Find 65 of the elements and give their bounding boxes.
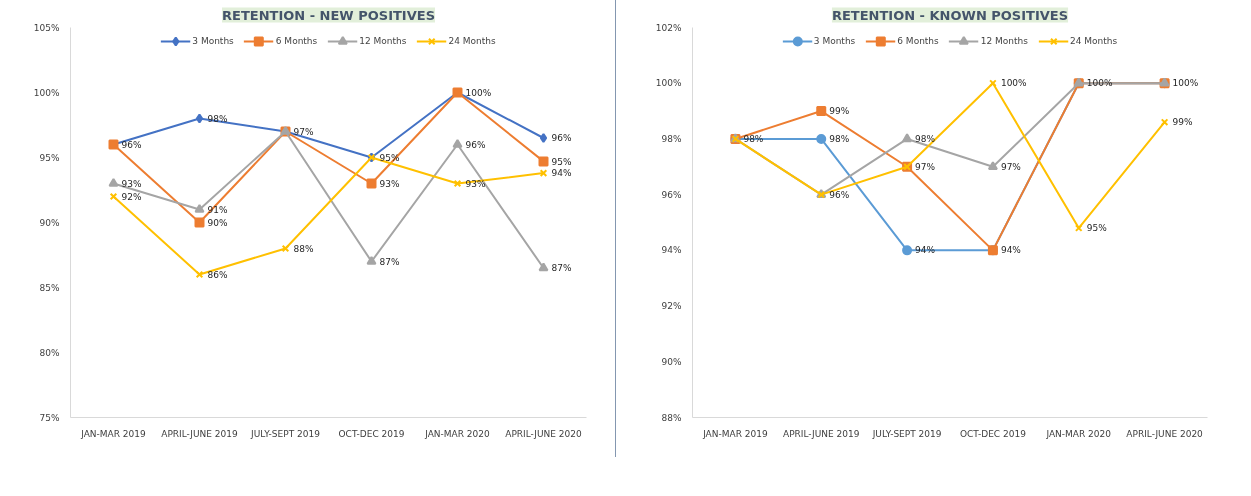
y-tick-label: 90% [661, 356, 682, 367]
data-label: 87% [551, 263, 572, 273]
y-tick-label: 92% [661, 301, 682, 312]
data-label: 86% [207, 269, 228, 280]
y-tick-label: 88% [661, 412, 682, 423]
data-label: 92% [121, 191, 142, 202]
data-label: 98% [829, 133, 850, 144]
data-label: 93% [379, 178, 400, 189]
chart-title: RETENTION - NEW POSITIVES [221, 7, 436, 23]
x-tick-label: JAN-MAR 2020 [424, 428, 491, 439]
y-tick-label: 95% [39, 152, 60, 163]
data-label: 97% [915, 161, 936, 172]
data-label: 90% [207, 217, 228, 228]
legend-label: 6 Months [275, 36, 318, 46]
y-tick-label: 96% [661, 189, 682, 200]
x-tick-label: APRIL-JUNE 2019 [782, 428, 860, 439]
data-label: 100% [465, 87, 492, 98]
x-tick-label: OCT-DEC 2019 [338, 428, 405, 439]
data-label: 95% [551, 156, 572, 167]
data-label: 100% [1000, 78, 1028, 89]
legend-label: 6 Months [897, 36, 939, 46]
y-tick-label: 90% [39, 217, 60, 228]
data-label: 96% [829, 189, 850, 200]
chart-title: RETENTION - KNOWN POSITIVES [831, 7, 1069, 23]
data-label: 99% [1172, 117, 1194, 128]
legend-label: 24 Months [1069, 36, 1118, 46]
x-tick-label: JULY-SEPT 2019 [250, 428, 321, 439]
data-label: 93% [121, 178, 142, 189]
y-tick-label: 85% [39, 282, 60, 293]
x-tick-label: JAN-MAR 2019 [80, 428, 147, 439]
legend-label: 3 Months [813, 36, 856, 46]
y-tick-label: 100% [655, 78, 682, 89]
x-tick-label: APRIL-JUNE 2020 [505, 428, 583, 439]
data-label: 87% [379, 256, 400, 267]
data-label: 98% [915, 133, 936, 144]
data-label: 96% [465, 139, 486, 150]
y-tick-label: 102% [655, 22, 682, 33]
x-tick-label: JULY-SEPT 2019 [871, 428, 942, 439]
x-tick-label: APRIL-JUNE 2020 [1126, 428, 1204, 439]
data-label: 96% [551, 133, 572, 143]
data-label: 94% [1000, 245, 1022, 256]
x-tick-label: JAN-MAR 2019 [702, 428, 768, 439]
data-label: 99% [829, 106, 850, 117]
data-label: 88% [293, 243, 314, 254]
x-tick-label: JAN-MAR 2020 [1045, 428, 1112, 439]
legend-label: 12 Months [359, 36, 407, 46]
x-tick-label: OCT-DEC 2019 [959, 428, 1027, 439]
data-label: 100% [1086, 78, 1113, 89]
y-tick-label: 98% [661, 133, 682, 144]
data-label: 97% [293, 126, 314, 137]
data-label: 95% [1086, 223, 1108, 234]
y-tick-label: 80% [39, 347, 60, 358]
data-label: 96% [121, 139, 142, 150]
y-tick-label: 94% [661, 245, 682, 256]
data-label: 97% [1000, 161, 1022, 172]
legend-label: 12 Months [980, 36, 1028, 46]
data-label: 94% [551, 168, 572, 179]
y-tick-label: 100% [33, 87, 60, 98]
y-tick-label: 105% [33, 22, 60, 33]
legend-label: 3 Months [192, 36, 234, 46]
data-label: 98% [207, 113, 228, 124]
legend-label: 24 Months [448, 36, 496, 46]
y-tick-label: 75% [39, 412, 60, 423]
data-label: 100% [1172, 78, 1199, 89]
x-tick-label: APRIL-JUNE 2019 [161, 428, 239, 439]
